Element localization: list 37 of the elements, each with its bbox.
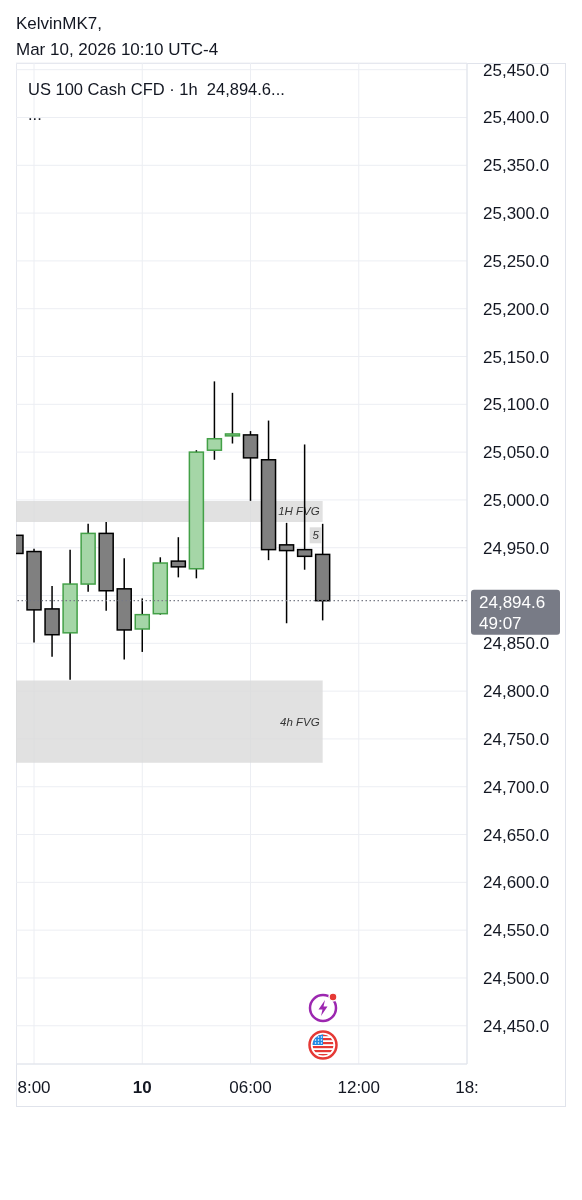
y-tick-label: 25,350.0 <box>483 155 550 175</box>
candlestick <box>242 430 259 502</box>
text: KelvinMK7, <box>16 14 102 34</box>
y-tick-label: 25,150.0 <box>483 347 550 367</box>
y-tick-label: 24,600.0 <box>483 872 550 892</box>
y-tick-label: 24,500.0 <box>483 968 550 988</box>
y-tick-label: 24,950.0 <box>483 538 550 558</box>
y-tick-label: 25,250.0 <box>483 251 550 271</box>
x-tick-label: 12:00 <box>337 1077 381 1097</box>
annotation: 5 <box>312 529 320 542</box>
candlestick <box>134 597 151 653</box>
y-tick-label: 25,050.0 <box>483 442 550 462</box>
x-tick-label: 8:00 <box>17 1077 51 1097</box>
y-tick-label: 25,200.0 <box>483 299 550 319</box>
y-tick-label: 25,000.0 <box>483 490 550 510</box>
y-tick-label: 24,800.0 <box>483 681 550 701</box>
y-tick-label: 25,100.0 <box>483 394 550 414</box>
x-tick-label: 06:00 <box>229 1077 272 1097</box>
candlestick <box>170 536 187 579</box>
y-tick-label: 24,650.0 <box>483 825 550 845</box>
y-tick-label: 24,550.0 <box>483 920 550 940</box>
candlestick <box>224 392 241 445</box>
x-tick-label: 18: <box>455 1077 479 1097</box>
text: US 100 Cash CFD · 1h 24,894.6... <box>28 79 285 99</box>
text: Mar 10, 2026 10:10 UTC-4 <box>16 40 219 60</box>
candlestick <box>206 380 223 461</box>
x-tick-label: 10 <box>132 1077 152 1097</box>
text: ... <box>28 104 42 124</box>
band-label: 4h FVG <box>280 715 320 728</box>
y-tick-label: 24,750.0 <box>483 729 550 749</box>
ref-line-label: 24,894.6 49:07 <box>479 592 546 633</box>
y-tick-label: 24,450.0 <box>483 1016 550 1036</box>
y-tick-label: 25,400.0 <box>483 108 550 127</box>
y-tick-label: 24,700.0 <box>483 777 550 797</box>
y-tick-label: 25,300.0 <box>483 203 550 223</box>
y-tick-label: 25,450.0 <box>483 60 550 80</box>
y-tick-label: 24,850.0 <box>483 633 550 653</box>
